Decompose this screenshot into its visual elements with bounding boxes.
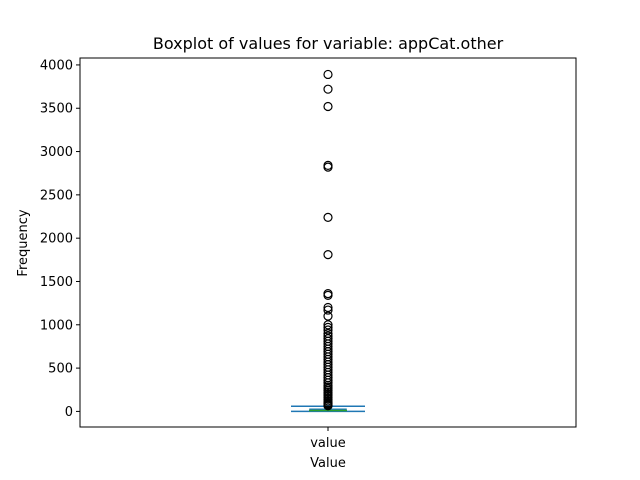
x-axis-label: Value xyxy=(310,456,346,471)
outlier-point xyxy=(323,290,333,300)
outlier-point xyxy=(323,325,333,335)
outlier-point xyxy=(323,320,333,330)
outlier-point xyxy=(323,375,333,385)
y-tick-label: 500 xyxy=(48,362,73,377)
outlier-point xyxy=(323,311,333,321)
y-tick-label: 1500 xyxy=(40,275,73,290)
y-tick-label: 4000 xyxy=(40,58,73,73)
outlier-point xyxy=(323,69,333,80)
outlier-point xyxy=(323,250,333,260)
x-tick-label: value xyxy=(310,436,346,451)
outlier-point xyxy=(323,302,333,313)
chart-title: Boxplot of values for variable: appCat.o… xyxy=(153,34,504,53)
outlier-point xyxy=(323,212,333,222)
outlier-point xyxy=(323,101,333,112)
outlier-point xyxy=(323,305,333,315)
y-axis-label: Frequency xyxy=(16,209,31,276)
outlier-point xyxy=(323,162,333,172)
y-tick-label: 1000 xyxy=(40,318,73,333)
y-tick-label: 2500 xyxy=(40,188,73,203)
y-tick-label: 3000 xyxy=(40,145,73,160)
x-axis: value xyxy=(310,427,346,451)
outlier-point xyxy=(323,401,333,411)
y-tick-label: 3500 xyxy=(40,102,73,117)
y-tick-label: 0 xyxy=(65,405,73,420)
outlier-group xyxy=(323,69,333,411)
y-axis: 0 500 1000 1500 2000 2500 3000 3500 4000 xyxy=(40,58,80,420)
y-tick-label: 2000 xyxy=(40,232,73,247)
outlier-point xyxy=(323,84,333,94)
outlier-point xyxy=(323,322,333,332)
